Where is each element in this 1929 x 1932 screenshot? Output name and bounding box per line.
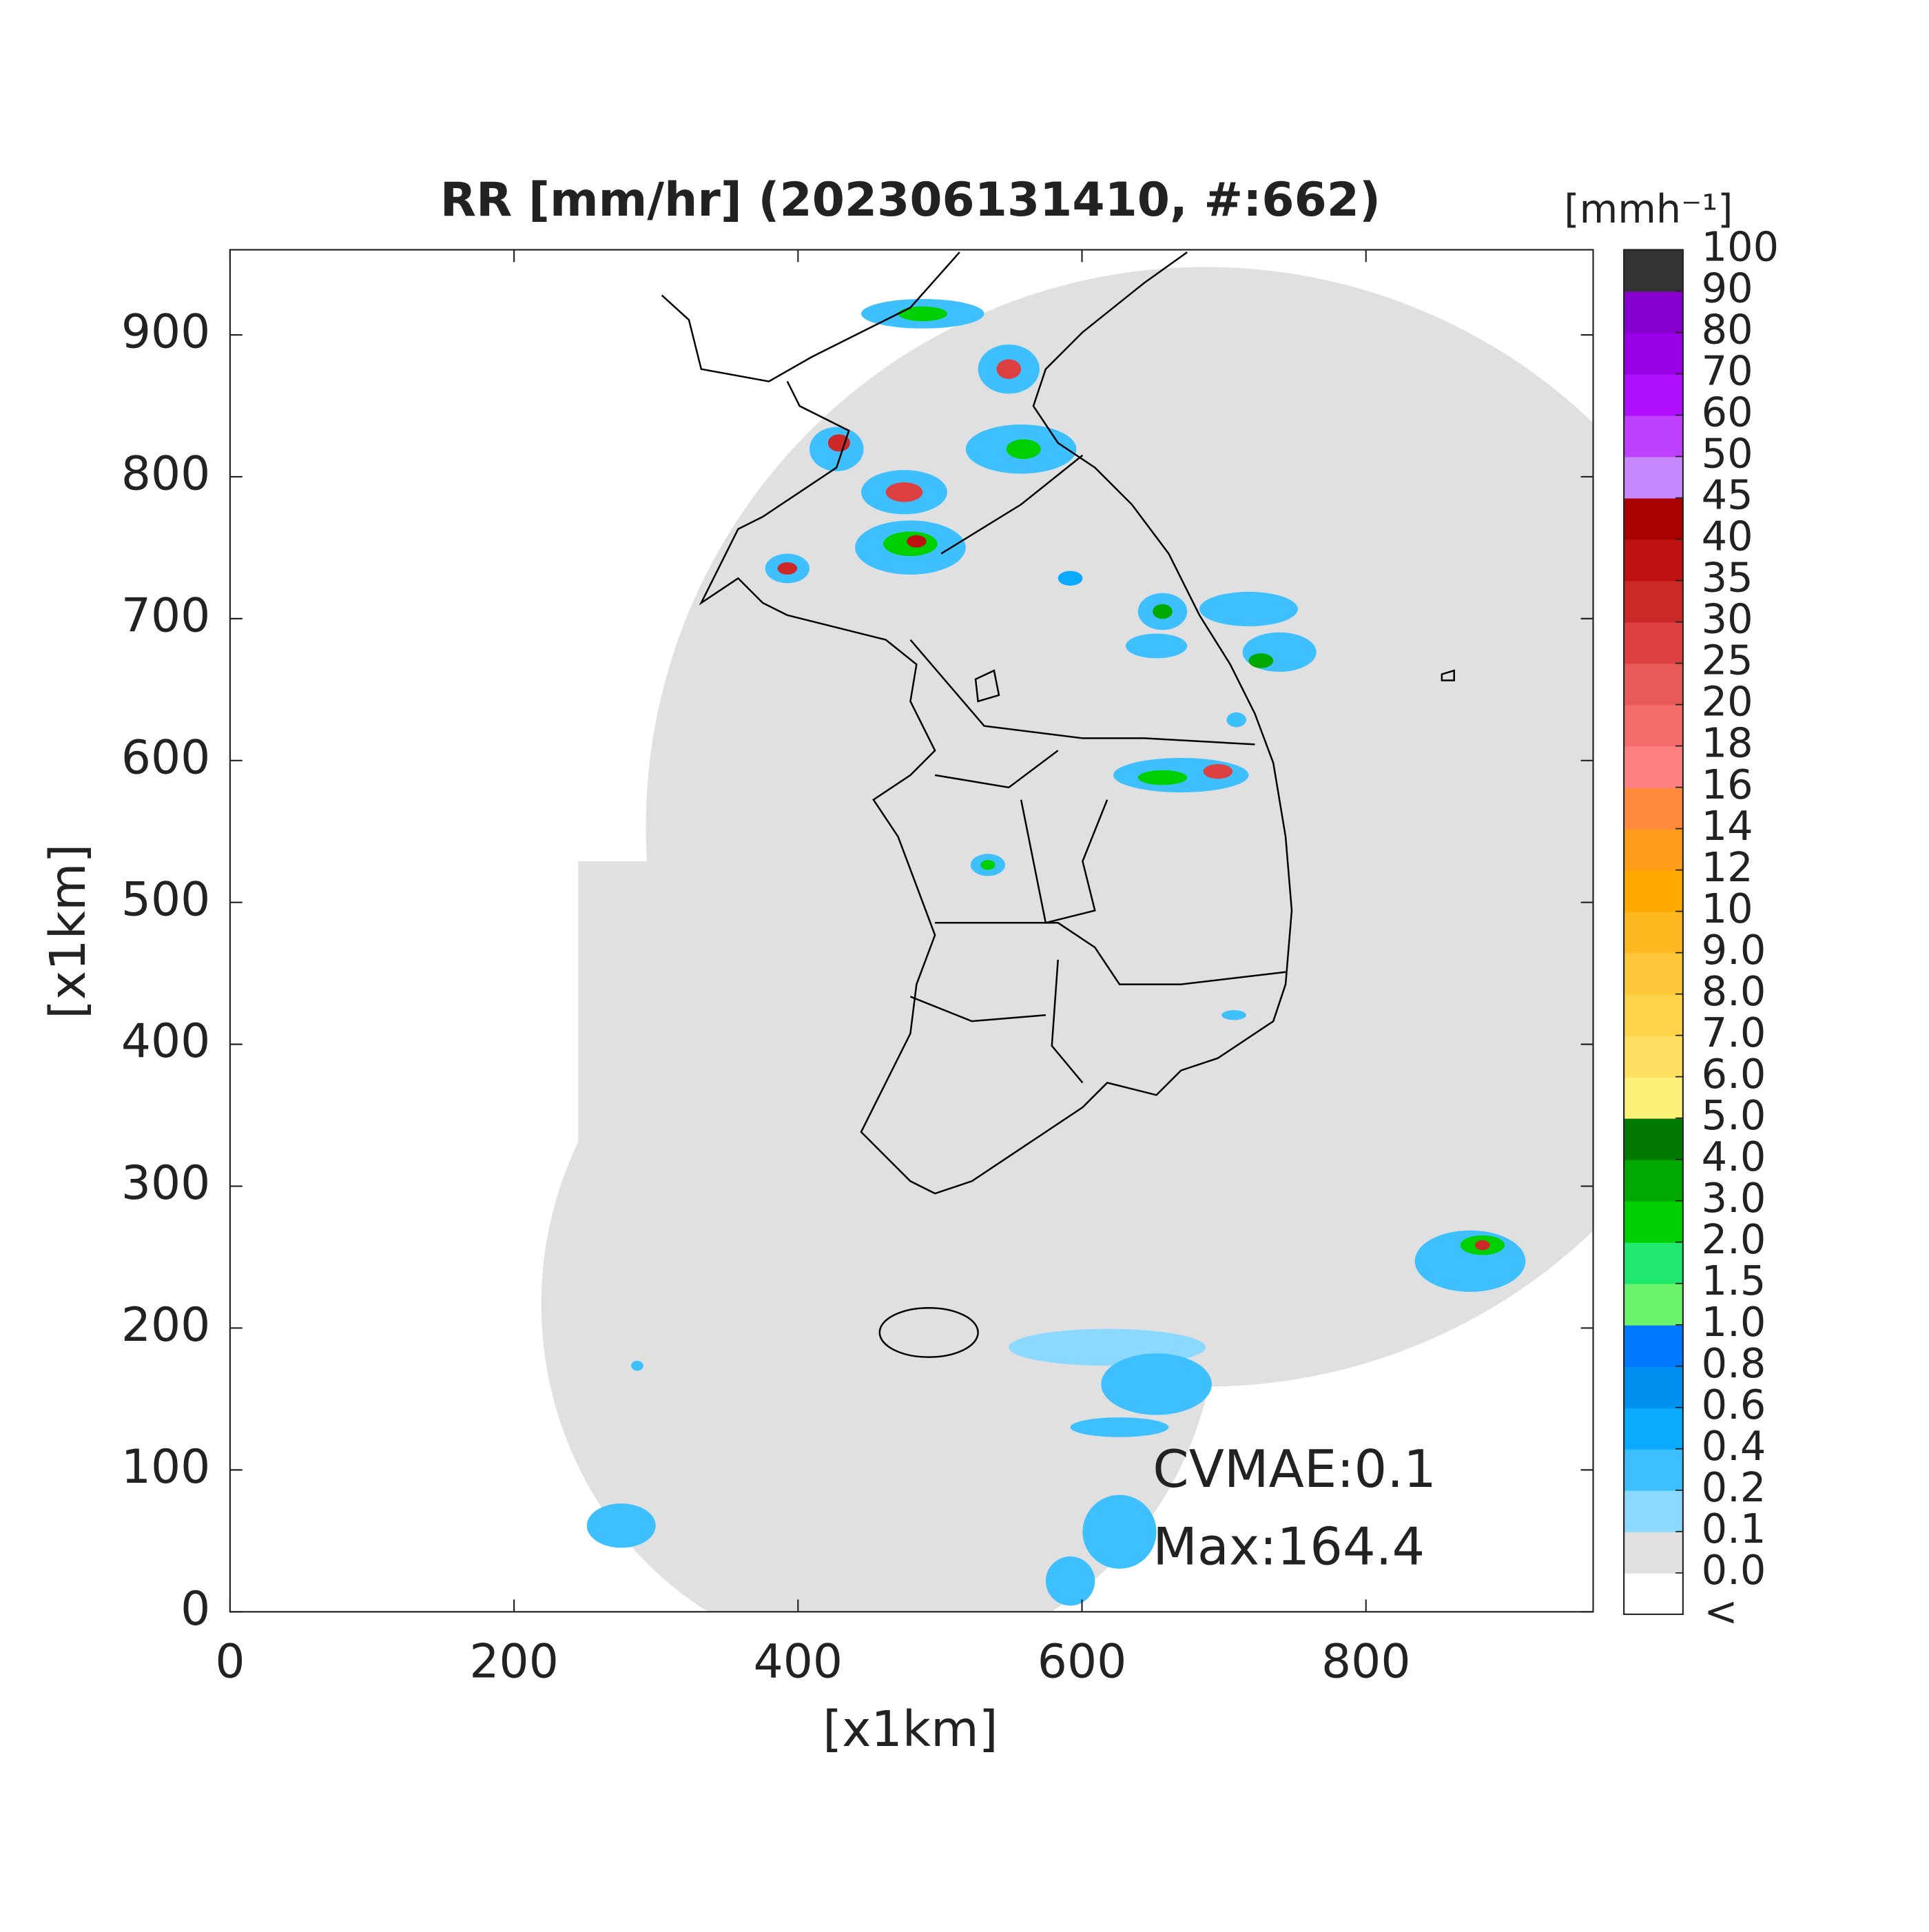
y-tick-label: 400 <box>121 1014 211 1069</box>
colorbar-band <box>1624 1035 1683 1078</box>
colorbar-band <box>1624 539 1683 582</box>
colorbar-band <box>1624 663 1683 706</box>
x-tick-label: 200 <box>469 1635 559 1689</box>
colorbar-tick-label: 25 <box>1702 637 1753 684</box>
x-tick-label: 0 <box>215 1635 245 1689</box>
colorbar-tick-label: 9.0 <box>1702 926 1766 974</box>
y-tick-label: 500 <box>121 872 211 927</box>
colorbar-band <box>1624 621 1683 664</box>
colorbar-band <box>1624 1242 1683 1284</box>
colorbar-frame <box>1623 249 1684 1615</box>
y-tick-label: 700 <box>121 588 211 643</box>
colorbar-tick-label: 8.0 <box>1702 967 1766 1015</box>
colorbar-tick-label: 3.0 <box>1702 1174 1766 1222</box>
colorbar-tick-label: 2.0 <box>1702 1215 1766 1263</box>
colorbar-tick-label: 6.0 <box>1702 1050 1766 1098</box>
colorbar-tick-label: 40 <box>1702 513 1753 560</box>
colorbar-band <box>1624 1118 1683 1160</box>
colorbar-tick-label: 90 <box>1702 265 1753 312</box>
colorbar-tick-label: 70 <box>1702 347 1753 395</box>
y-tick-label: 0 <box>180 1582 210 1636</box>
colorbar-band <box>1624 704 1683 747</box>
y-tick-label: 600 <box>121 730 211 785</box>
coverage <box>578 861 1218 1354</box>
colorbar-band <box>1624 497 1683 540</box>
colorbar-tick-label: 0.0 <box>1702 1546 1766 1594</box>
colorbar-band <box>1624 1572 1683 1615</box>
colorbar-band <box>1624 787 1683 830</box>
plot-frame <box>229 249 1594 1613</box>
colorbar-under-label: < <box>1704 1587 1737 1635</box>
colorbar-tick-label: 1.5 <box>1702 1257 1766 1304</box>
colorbar-tick-label: 60 <box>1702 389 1753 436</box>
colorbar-band <box>1624 249 1683 292</box>
colorbar-band <box>1624 456 1683 499</box>
radar-field <box>541 251 1593 1612</box>
chart-title: RR [mm/hr] (202306131410, #:662) <box>440 173 1381 227</box>
colorbar-tick-label: 14 <box>1702 802 1753 850</box>
colorbar-tick-label: 18 <box>1702 719 1753 767</box>
colorbar-band <box>1624 1076 1683 1119</box>
colorbar-tick-label: 16 <box>1702 761 1753 808</box>
colorbar-band <box>1624 291 1683 333</box>
colorbar-tick-label: 20 <box>1702 678 1753 726</box>
colorbar-tick-label: 80 <box>1702 306 1753 353</box>
colorbar-tick-label: 30 <box>1702 595 1753 643</box>
colorbar-band <box>1624 952 1683 995</box>
x-tick-label: 800 <box>1321 1635 1411 1689</box>
colorbar-tick-label: 35 <box>1702 554 1753 602</box>
colorbar-band <box>1624 746 1683 788</box>
colorbar-band <box>1624 332 1683 375</box>
colorbar-tick-label: 100 <box>1702 223 1779 271</box>
colorbar-tick-label: 0.4 <box>1702 1422 1766 1470</box>
colorbar-tick-label: 0.6 <box>1702 1381 1766 1428</box>
y-tick-label: 800 <box>121 447 211 502</box>
colorbar-label: [mmh⁻¹] <box>1564 187 1733 232</box>
colorbar-band <box>1624 1490 1683 1532</box>
colorbar-band <box>1624 994 1683 1036</box>
colorbar-tick-label: 1.0 <box>1702 1298 1766 1346</box>
colorbar-band <box>1624 911 1683 954</box>
colorbar-tick-label: 4.0 <box>1702 1133 1766 1180</box>
x-tick-label: 600 <box>1038 1635 1127 1689</box>
colorbar-band <box>1624 373 1683 416</box>
colorbar-band <box>1624 1200 1683 1243</box>
colorbar-band <box>1624 1159 1683 1202</box>
y-axis-label: [x1km] <box>39 844 96 1019</box>
colorbar-tick-label: 5.0 <box>1702 1091 1766 1139</box>
y-tick-label: 300 <box>121 1156 211 1211</box>
colorbar-band <box>1624 1366 1683 1408</box>
colorbar-tick-label: 45 <box>1702 471 1753 519</box>
colorbar-band <box>1624 870 1683 912</box>
colorbar-tick-label: 7.0 <box>1702 1009 1766 1056</box>
colorbar-band <box>1624 1283 1683 1326</box>
rain-cells <box>586 298 1526 1606</box>
y-tick-label: 900 <box>121 305 211 360</box>
coastline <box>661 251 1455 1358</box>
y-tick-label: 100 <box>121 1440 211 1494</box>
y-tick-label: 200 <box>121 1298 211 1353</box>
colorbar-tick-label: 12 <box>1702 843 1753 891</box>
colorbar-band <box>1624 580 1683 623</box>
colorbar-band <box>1624 415 1683 458</box>
colorbar-band <box>1624 1531 1683 1574</box>
colorbar-band <box>1624 1448 1683 1491</box>
annotation: CVMAE:0.1 <box>1153 1439 1436 1499</box>
x-axis-label: [x1km] <box>823 1700 998 1758</box>
colorbar-band <box>1624 1407 1683 1450</box>
colorbar-tick-label: 0.1 <box>1702 1505 1766 1552</box>
colorbar-tick-label: 0.8 <box>1702 1339 1766 1387</box>
x-tick-label: 400 <box>754 1635 843 1689</box>
colorbar-tick-label: 50 <box>1702 430 1753 477</box>
colorbar-band <box>1624 828 1683 871</box>
colorbar-tick-label: 0.2 <box>1702 1463 1766 1511</box>
colorbar-tick-label: 10 <box>1702 885 1753 932</box>
annotation: Max:164.4 <box>1153 1517 1425 1577</box>
colorbar-band <box>1624 1324 1683 1367</box>
